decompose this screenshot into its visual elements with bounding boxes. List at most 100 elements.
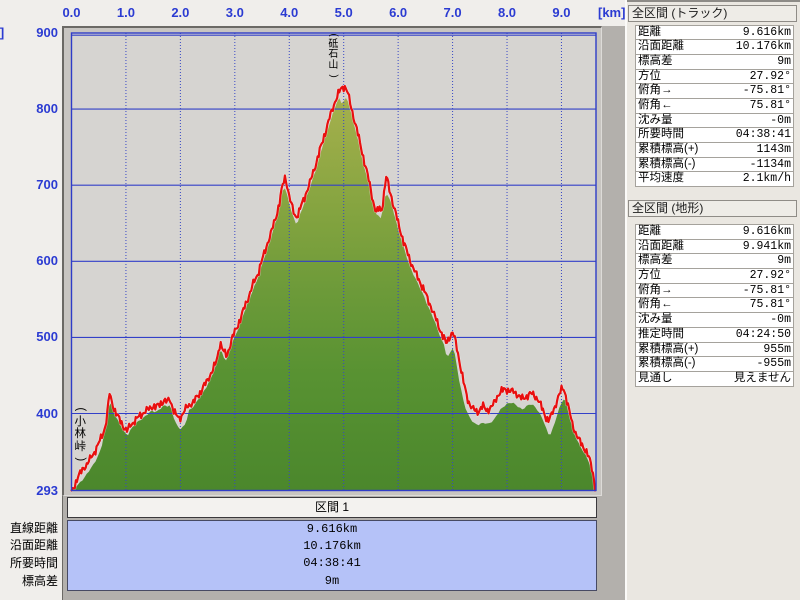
stat-value: 10.176km bbox=[735, 40, 791, 54]
peak-label: (砥石山) bbox=[326, 30, 340, 81]
stat-label: 沿面距離 bbox=[638, 40, 684, 53]
stat-value: 1143m bbox=[756, 143, 791, 156]
stat-value: 04:38:41 bbox=[735, 128, 791, 142]
y-tick-label: 700 bbox=[36, 177, 58, 193]
stat-value: 04:24:50 bbox=[735, 327, 791, 341]
y-tick-label: 600 bbox=[36, 253, 58, 269]
sidebar-section-header: 全区間 (地形) bbox=[628, 200, 797, 217]
stat-value: 9.941km bbox=[742, 239, 791, 253]
stat-value: -75.81° bbox=[742, 84, 791, 98]
x-tick-label: 2.0 bbox=[171, 5, 190, 20]
stats-table-row: 累積標高(-) -1134m bbox=[636, 156, 793, 172]
stats-table-row: 沿面距離 9.941km bbox=[636, 238, 793, 254]
stats-table-row: 俯角→ -75.81° bbox=[636, 83, 793, 98]
stat-value: -0m bbox=[770, 113, 791, 127]
stat-label: 方位 bbox=[638, 69, 661, 82]
stats-table-row: 俯角← 75.81° bbox=[636, 297, 793, 313]
section-title: 区間 1 bbox=[314, 500, 349, 514]
stats-table-row: 沈み量 -0m bbox=[636, 112, 793, 128]
peak-label-char: 峠 bbox=[74, 440, 86, 453]
x-axis-unit-label: [km] bbox=[598, 5, 626, 20]
peak-label-char: ) bbox=[328, 74, 340, 78]
stat-value: 9.616km bbox=[742, 25, 791, 39]
stats-table-row: 俯角→ -75.81° bbox=[636, 282, 793, 298]
x-tick-label: 4.0 bbox=[280, 5, 299, 20]
stat-label: 俯角← bbox=[638, 298, 673, 311]
peak-label-char: 砥 bbox=[328, 39, 339, 51]
terrain-area bbox=[71, 98, 595, 491]
sidebar-stats-table: 距離 9.616km 沿面距離 9.941km 標高差 9m 方位 27.92° 俯角→ -75.… bbox=[635, 224, 794, 387]
stat-label: 所要時間 bbox=[638, 128, 684, 141]
stat-label: 沿面距離 bbox=[638, 239, 684, 252]
stat-value: 2.1km/h bbox=[742, 172, 791, 186]
stats-table-row: 平均速度 2.1km/h bbox=[636, 171, 793, 187]
stats-table-row: 方位 27.92° bbox=[636, 68, 793, 84]
peak-label-char: 石 bbox=[328, 49, 339, 61]
stats-table-row: 累積標高(-) -955m bbox=[636, 356, 793, 371]
info-row-value: 9.616km bbox=[306, 522, 358, 536]
info-row-label: 所要時間 bbox=[9, 556, 58, 571]
stat-value: 9m bbox=[777, 54, 791, 68]
stats-table-row: 方位 27.92° bbox=[636, 268, 793, 283]
stat-label: 俯角→ bbox=[638, 283, 673, 296]
stat-label: 累積標高(+) bbox=[638, 342, 699, 355]
y-tick-label: 500 bbox=[36, 329, 58, 345]
sidebar-section-header: 全区間 (トラック) bbox=[628, 5, 797, 22]
x-tick-label: 9.0 bbox=[552, 5, 571, 20]
x-tick-label: 1.0 bbox=[116, 5, 135, 20]
stat-value: -1134m bbox=[749, 157, 791, 171]
info-row-value: 10.176km bbox=[303, 539, 361, 554]
stats-table-row: 沈み量 -0m bbox=[636, 312, 793, 327]
x-tick-label: 0.0 bbox=[62, 5, 81, 20]
stat-label: 俯角← bbox=[638, 98, 673, 111]
stat-label: 方位 bbox=[638, 269, 661, 282]
x-tick-label: 7.0 bbox=[443, 5, 462, 20]
stats-table-row: 見通し 見えません bbox=[636, 370, 793, 386]
y-tick-label: 400 bbox=[36, 405, 58, 421]
stat-value: 9.616km bbox=[742, 225, 791, 238]
stats-table-row: 累積標高(+) 1143m bbox=[636, 142, 793, 157]
stat-label: 累積標高(-) bbox=[638, 157, 696, 170]
y-min-label: 293 bbox=[36, 482, 58, 498]
info-row-label: 沿面距離 bbox=[9, 538, 58, 553]
peak-label: (小林峠) bbox=[73, 403, 87, 466]
stat-value: 27.92° bbox=[749, 69, 791, 83]
pane-divider[interactable] bbox=[625, 0, 627, 600]
x-tick-label: 5.0 bbox=[334, 5, 353, 20]
graph-pane: 0.01.02.03.04.05.06.07.08.09.0 [km] [m] … bbox=[0, 5, 626, 600]
stat-label: 累積標高(+) bbox=[638, 143, 699, 155]
stat-label: 累積標高(-) bbox=[638, 357, 696, 370]
stats-table-row: 標高差 9m bbox=[636, 53, 793, 69]
x-tick-label: 8.0 bbox=[497, 5, 517, 20]
stats-table-row: 俯角← 75.81° bbox=[636, 97, 793, 113]
section-header: 区間 1 bbox=[67, 497, 597, 518]
peak-label-char: 小 bbox=[74, 415, 86, 428]
stats-table-row: 累積標高(+) 955m bbox=[636, 341, 793, 357]
elevation-profile-chart[interactable] bbox=[64, 28, 600, 494]
stats-table-row: 沿面距離 10.176km bbox=[636, 39, 793, 54]
stats-table-row: 距離 9.616km bbox=[636, 25, 793, 40]
sidebar-stats-table: 距離 9.616km 沿面距離 10.176km 標高差 9m 方位 27.92° 俯角→ -75… bbox=[635, 24, 794, 188]
stat-label: 推定時間 bbox=[638, 327, 684, 340]
stat-value: 見えません bbox=[733, 371, 791, 385]
stat-label: 距離 bbox=[638, 225, 661, 237]
stat-label: 平均速度 bbox=[638, 172, 684, 185]
stats-table-row: 標高差 9m bbox=[636, 253, 793, 269]
stat-value: 9m bbox=[777, 254, 791, 268]
stats-table-row: 距離 9.616km bbox=[636, 225, 793, 239]
y-tick-label: 800 bbox=[36, 101, 58, 117]
info-row-label: 標高差 bbox=[21, 573, 58, 588]
stat-value: -955m bbox=[756, 357, 791, 371]
stat-label: 俯角→ bbox=[638, 84, 673, 97]
stat-label: 沈み量 bbox=[638, 313, 673, 326]
stat-label: 標高差 bbox=[638, 54, 673, 67]
stat-value: 27.92° bbox=[749, 269, 791, 283]
info-row-value: 04:38:41 bbox=[303, 556, 361, 571]
peak-label-char: ( bbox=[74, 407, 87, 412]
stat-label: 沈み量 bbox=[638, 113, 673, 126]
stat-value: 75.81° bbox=[749, 98, 791, 112]
stat-value: -75.81° bbox=[742, 283, 791, 297]
stat-value: 955m bbox=[763, 342, 791, 356]
stat-label: 標高差 bbox=[638, 254, 673, 267]
